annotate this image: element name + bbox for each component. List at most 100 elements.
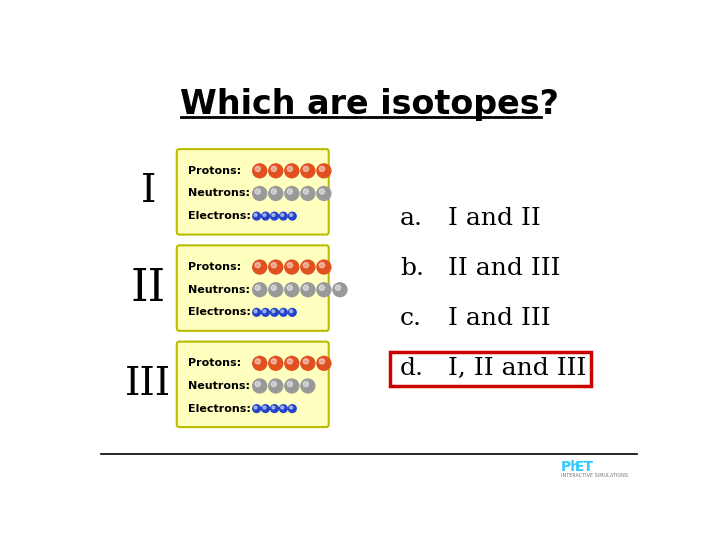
Circle shape <box>287 262 292 268</box>
Circle shape <box>269 379 283 393</box>
Circle shape <box>255 189 261 194</box>
Circle shape <box>285 283 299 296</box>
Text: Electrons:: Electrons: <box>189 307 251 318</box>
Circle shape <box>281 406 284 409</box>
Circle shape <box>261 212 269 220</box>
Circle shape <box>336 285 341 291</box>
Text: Neutrons:: Neutrons: <box>189 188 251 199</box>
Circle shape <box>301 186 315 200</box>
Circle shape <box>253 260 266 274</box>
Circle shape <box>289 213 292 217</box>
Circle shape <box>261 405 269 413</box>
Circle shape <box>253 186 266 200</box>
Circle shape <box>261 308 269 316</box>
FancyBboxPatch shape <box>177 149 329 234</box>
Circle shape <box>287 189 292 194</box>
Circle shape <box>317 164 331 178</box>
Circle shape <box>253 356 266 370</box>
Text: Protons:: Protons: <box>189 262 241 272</box>
Circle shape <box>333 283 347 296</box>
Circle shape <box>272 310 275 313</box>
Circle shape <box>319 189 325 194</box>
Circle shape <box>271 166 276 172</box>
FancyBboxPatch shape <box>390 352 591 386</box>
Circle shape <box>287 166 292 172</box>
Circle shape <box>269 164 283 178</box>
Circle shape <box>319 262 325 268</box>
Text: I and III: I and III <box>448 307 551 330</box>
Circle shape <box>303 189 309 194</box>
Circle shape <box>271 405 279 413</box>
Circle shape <box>255 359 261 364</box>
Circle shape <box>303 381 309 387</box>
Circle shape <box>317 186 331 200</box>
Circle shape <box>253 212 261 220</box>
Circle shape <box>272 213 275 217</box>
Text: Which are isotopes?: Which are isotopes? <box>179 89 559 122</box>
Text: d.: d. <box>400 357 424 381</box>
Circle shape <box>287 359 292 364</box>
Circle shape <box>279 212 287 220</box>
Circle shape <box>271 189 276 194</box>
Circle shape <box>301 164 315 178</box>
Circle shape <box>317 356 331 370</box>
Circle shape <box>254 213 257 217</box>
Circle shape <box>289 310 292 313</box>
Circle shape <box>263 213 266 217</box>
Circle shape <box>271 262 276 268</box>
Circle shape <box>269 283 283 296</box>
Circle shape <box>301 260 315 274</box>
Text: I: I <box>140 173 156 211</box>
Circle shape <box>281 213 284 217</box>
Circle shape <box>272 406 275 409</box>
Circle shape <box>303 262 309 268</box>
Circle shape <box>254 310 257 313</box>
Circle shape <box>253 164 266 178</box>
Circle shape <box>269 356 283 370</box>
Circle shape <box>285 379 299 393</box>
Circle shape <box>289 405 296 413</box>
Circle shape <box>287 381 292 387</box>
Circle shape <box>319 359 325 364</box>
Circle shape <box>301 283 315 296</box>
Circle shape <box>254 406 257 409</box>
Circle shape <box>301 356 315 370</box>
Circle shape <box>285 186 299 200</box>
FancyBboxPatch shape <box>177 245 329 331</box>
Circle shape <box>255 166 261 172</box>
Circle shape <box>289 406 292 409</box>
Circle shape <box>253 405 261 413</box>
Circle shape <box>279 405 287 413</box>
Circle shape <box>279 308 287 316</box>
Circle shape <box>255 262 261 268</box>
Text: III: III <box>125 366 171 403</box>
Text: I and II: I and II <box>448 207 541 230</box>
Circle shape <box>289 212 296 220</box>
Circle shape <box>285 260 299 274</box>
Circle shape <box>285 164 299 178</box>
Circle shape <box>287 285 292 291</box>
Circle shape <box>253 283 266 296</box>
Text: Ph: Ph <box>561 460 581 474</box>
Circle shape <box>269 260 283 274</box>
Circle shape <box>303 359 309 364</box>
FancyBboxPatch shape <box>177 342 329 427</box>
Circle shape <box>271 381 276 387</box>
Text: Neutrons:: Neutrons: <box>189 285 251 295</box>
Circle shape <box>281 310 284 313</box>
Text: I, II and III: I, II and III <box>448 357 586 381</box>
Circle shape <box>253 379 266 393</box>
Circle shape <box>303 285 309 291</box>
Text: II: II <box>130 267 166 309</box>
Circle shape <box>317 260 331 274</box>
Circle shape <box>255 381 261 387</box>
Circle shape <box>271 308 279 316</box>
Circle shape <box>289 308 296 316</box>
Circle shape <box>285 356 299 370</box>
Circle shape <box>269 186 283 200</box>
Circle shape <box>301 379 315 393</box>
Text: a.: a. <box>400 207 423 230</box>
Circle shape <box>319 285 325 291</box>
Text: Protons:: Protons: <box>189 359 241 368</box>
Text: c.: c. <box>400 307 422 330</box>
